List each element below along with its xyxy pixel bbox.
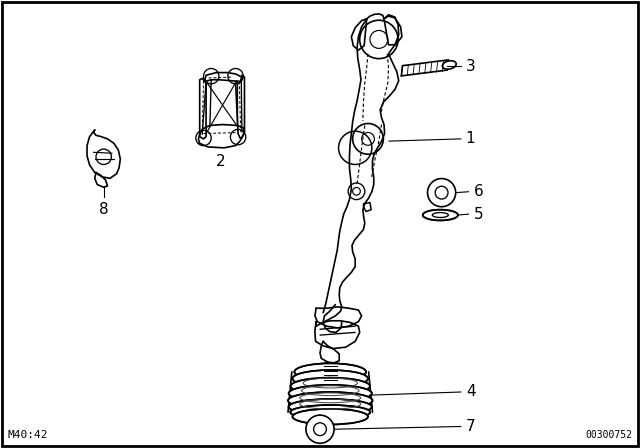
Polygon shape: [198, 125, 244, 148]
Polygon shape: [87, 130, 120, 178]
Polygon shape: [384, 16, 402, 45]
Ellipse shape: [292, 409, 368, 425]
Ellipse shape: [292, 370, 368, 387]
Text: 00300752: 00300752: [585, 430, 632, 440]
Ellipse shape: [294, 363, 366, 380]
Text: 7: 7: [466, 419, 476, 434]
Polygon shape: [315, 321, 360, 349]
Ellipse shape: [291, 405, 370, 419]
Polygon shape: [320, 341, 339, 363]
Text: 3: 3: [466, 59, 476, 74]
Text: 8: 8: [99, 202, 109, 217]
Polygon shape: [315, 307, 362, 328]
Polygon shape: [401, 60, 449, 76]
Circle shape: [428, 179, 456, 207]
Polygon shape: [309, 416, 331, 442]
Text: 5: 5: [474, 207, 483, 222]
Polygon shape: [431, 180, 452, 206]
Text: M40:42: M40:42: [8, 430, 49, 440]
Polygon shape: [351, 19, 367, 50]
Ellipse shape: [289, 385, 372, 402]
Polygon shape: [323, 14, 399, 322]
Text: 1: 1: [466, 131, 476, 146]
Polygon shape: [236, 75, 244, 138]
Ellipse shape: [442, 61, 456, 69]
Polygon shape: [364, 202, 371, 211]
Ellipse shape: [288, 392, 372, 409]
Polygon shape: [95, 172, 108, 187]
Ellipse shape: [422, 210, 458, 220]
Circle shape: [306, 415, 334, 443]
Ellipse shape: [291, 378, 370, 395]
Polygon shape: [205, 73, 242, 82]
Text: 2: 2: [216, 154, 226, 169]
Text: 4: 4: [466, 384, 476, 400]
Polygon shape: [200, 78, 206, 139]
Ellipse shape: [289, 399, 372, 414]
Text: 6: 6: [474, 184, 483, 199]
